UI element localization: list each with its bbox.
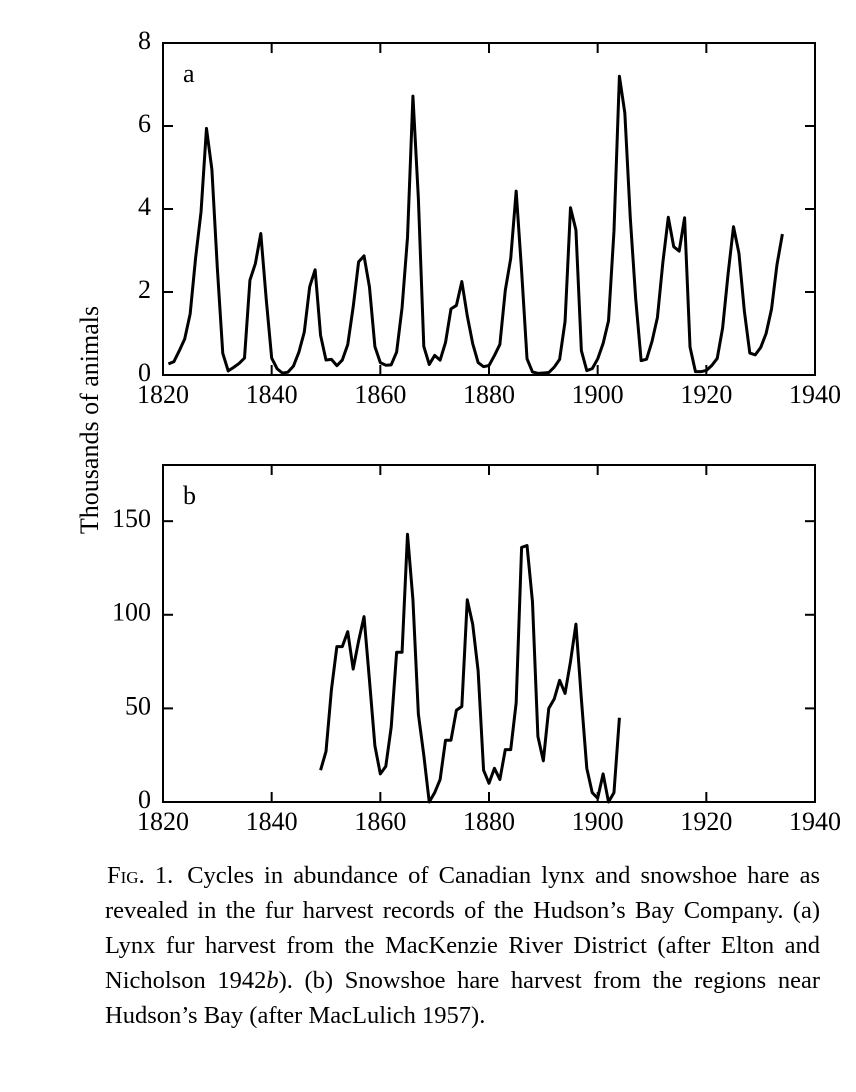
data-line [167, 74, 784, 375]
panel-label: b [183, 481, 196, 510]
x-tick-label: 1860 [354, 807, 406, 836]
x-tick-label: 1920 [680, 380, 732, 409]
x-tick-label: 1860 [354, 380, 406, 409]
caption-text: Cycles in abundance of Canadian lynx and… [105, 862, 820, 994]
x-tick-label: 1940 [789, 380, 841, 409]
y-tick-label: 0 [138, 785, 151, 814]
x-tick-label: 1920 [680, 807, 732, 836]
figure: Thousands of animals a 1820 1840 1860 1880 19… [75, 26, 841, 836]
x-tick-label: 1820 [137, 807, 189, 836]
x-tick-label: 1820 [137, 380, 189, 409]
x-tick-label: 1880 [463, 807, 515, 836]
data-line [319, 532, 621, 804]
y-tick-label: 50 [125, 691, 151, 720]
y-tick-label: 0 [138, 358, 151, 387]
caption: Fig. 1. Cycles in abundance of Canadian l… [105, 858, 820, 1033]
panel-label: a [183, 59, 195, 88]
x-tick-label: 1900 [572, 380, 624, 409]
caption-text: ). (b) Snowshoe hare harvest from the re… [105, 967, 821, 1029]
y-tick-label: 100 [112, 598, 151, 627]
x-tick-label: 1940 [789, 807, 841, 836]
y-tick-label: 4 [138, 192, 151, 221]
plot-frame [162, 464, 816, 803]
y-tick-label: 2 [138, 275, 151, 304]
x-tick-label: 1880 [463, 380, 515, 409]
y-tick-label: 6 [138, 109, 151, 138]
x-tick-label: 1840 [246, 380, 298, 409]
y-tick-label: 8 [138, 26, 151, 55]
y-axis-label: Thousands of animals [75, 306, 104, 534]
plot-frame [162, 42, 816, 376]
y-tick-label: 150 [112, 504, 151, 533]
x-tick-label: 1900 [572, 807, 624, 836]
caption-label: Fig. 1. [107, 862, 174, 889]
caption-italic: b [266, 967, 279, 994]
x-tick-label: 1840 [246, 807, 298, 836]
